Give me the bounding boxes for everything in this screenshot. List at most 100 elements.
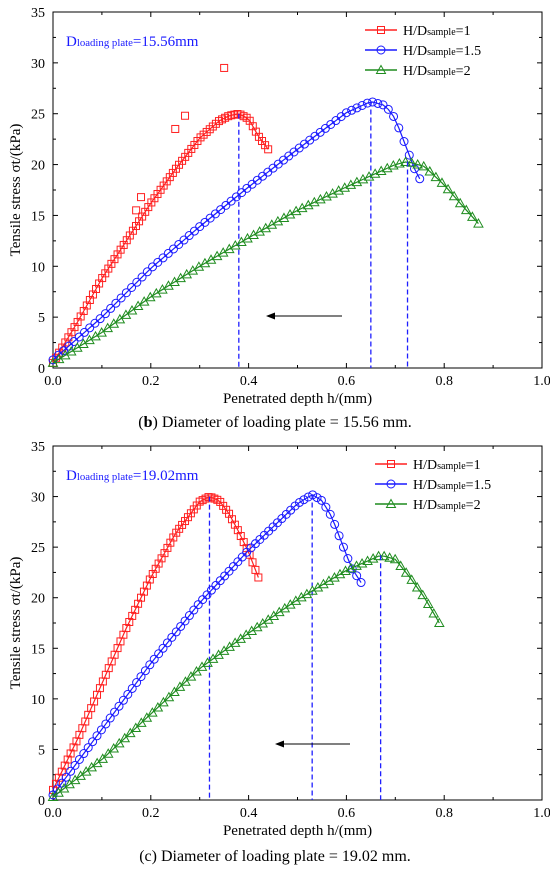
chartb-xtick-label: 0.2: [142, 374, 160, 389]
chartc-point: [193, 600, 203, 610]
chartc-point: [146, 707, 158, 717]
chartb-point: [116, 293, 126, 303]
chartc-point: [169, 533, 178, 542]
chartc-legend-marker: [387, 460, 395, 468]
chartb-series-line: [52, 113, 269, 364]
chartc-series-square: [49, 493, 263, 794]
chartc-point: [60, 761, 69, 770]
chartc-point: [169, 686, 180, 697]
chartc-series-line: [52, 494, 362, 796]
caption-b-letter: b: [143, 414, 153, 431]
chartc-point: [152, 701, 164, 712]
chartc-point: [148, 570, 157, 579]
chartc-point: [137, 593, 146, 602]
chartc-point: [114, 701, 124, 711]
chartb-legend-label: H/Dsample=1: [403, 24, 471, 39]
chartb-point: [264, 145, 273, 154]
chartb-legend-label: H/Dsample=1.5: [403, 44, 481, 59]
chartc-point: [321, 502, 331, 512]
chartc-point: [352, 571, 362, 581]
chartc-point: [338, 542, 348, 552]
chartb-point: [189, 226, 199, 236]
chartb-legend-marker: [376, 45, 386, 55]
chartb-series-triangle: [47, 156, 484, 367]
chartc-ytick-label: 15: [31, 642, 45, 657]
chartc-point: [227, 515, 236, 524]
chartb-point: [127, 283, 137, 293]
chartc-point: [48, 790, 58, 800]
chartc-ytick-label: 10: [31, 693, 45, 708]
chartb-point: [74, 332, 84, 342]
chartb-ytick-label: 20: [31, 159, 45, 174]
chartc-point: [160, 549, 169, 558]
chartb-series-line: [52, 101, 421, 361]
chartc-point: [207, 493, 216, 502]
chartb-point: [466, 211, 478, 221]
chartc-point: [158, 696, 169, 707]
chartb-xtick-label: 1.0: [533, 374, 550, 389]
chartb-point: [85, 323, 95, 333]
chartc-point: [145, 660, 155, 670]
chartc-point: [135, 717, 147, 727]
chartb-xtick-label: 0.6: [338, 374, 356, 389]
chartc-plate-annotation: Dloading plate=19.02mm: [66, 468, 199, 484]
chartb-point: [436, 177, 448, 187]
chartb-point: [448, 190, 460, 201]
chartb-point: [169, 244, 179, 254]
chartc-point: [299, 495, 309, 505]
chartc-point: [51, 779, 60, 788]
chartc-point: [171, 627, 181, 637]
chartc-point: [316, 495, 326, 505]
chartc-legend-label: H/Dsample=1.5: [413, 478, 491, 493]
chartc-point: [329, 572, 340, 582]
chartb-point: [158, 253, 168, 263]
chartc-point: [290, 595, 302, 605]
chartc-point: [236, 532, 245, 541]
chartb-point: [412, 159, 424, 169]
chartc-point: [66, 749, 75, 758]
chartc-series-line: [52, 555, 440, 798]
chartc-point: [433, 617, 445, 627]
chartc-legend-label: H/Dsample=1: [413, 458, 481, 473]
chartc-point: [395, 560, 407, 570]
chartc-point: [72, 737, 81, 746]
chartc-xtick-label: 0.6: [338, 806, 356, 821]
chartc-point: [318, 578, 329, 589]
chartb-outlier-point: [181, 111, 190, 120]
chartc-point: [295, 591, 307, 602]
chartb-point: [148, 262, 158, 272]
chartb-ytick-label: 30: [31, 57, 45, 72]
chartb-legend-label: H/Dsample=2: [403, 64, 471, 79]
chartc-ylabel: Tensile stress σt/(kPa): [8, 557, 24, 690]
caption-b: (b) Diameter of loading plate = 15.56 mm…: [138, 414, 412, 431]
chartc-series-line: [52, 496, 259, 791]
chartb-ytick-label: 10: [31, 260, 45, 275]
chartc-ytick-label: 35: [31, 440, 45, 455]
chartc-point: [334, 568, 346, 579]
chartc-legend-label: H/Dsample=2: [413, 498, 481, 513]
chartb-point: [69, 337, 79, 347]
chartc-point: [411, 581, 423, 592]
chartc-point: [108, 743, 120, 753]
chartc-ytick-label: 5: [38, 743, 45, 758]
chartc-point: [154, 559, 163, 568]
chartb-point: [460, 204, 472, 215]
chartb-ytick-label: 25: [31, 108, 45, 123]
chartc-point: [334, 531, 344, 541]
chartb-point: [389, 111, 399, 121]
chartc-point: [145, 575, 154, 584]
chartb-point: [473, 218, 484, 228]
chartc-point: [119, 732, 131, 743]
chartc-point: [66, 766, 76, 776]
chartc-point: [301, 588, 313, 599]
chartb-legend-marker: [375, 64, 387, 74]
chartb-xtick-label: 0.0: [44, 374, 62, 389]
chartc-xtick-label: 0.8: [435, 806, 453, 821]
chartb-outlier-point: [132, 206, 141, 215]
chartc-point: [166, 538, 175, 547]
chartc-point: [149, 654, 159, 664]
chartb-point: [399, 137, 409, 147]
chartb-outlier-point: [220, 63, 229, 72]
chartb-point: [79, 327, 89, 337]
chartc-point: [124, 727, 136, 738]
